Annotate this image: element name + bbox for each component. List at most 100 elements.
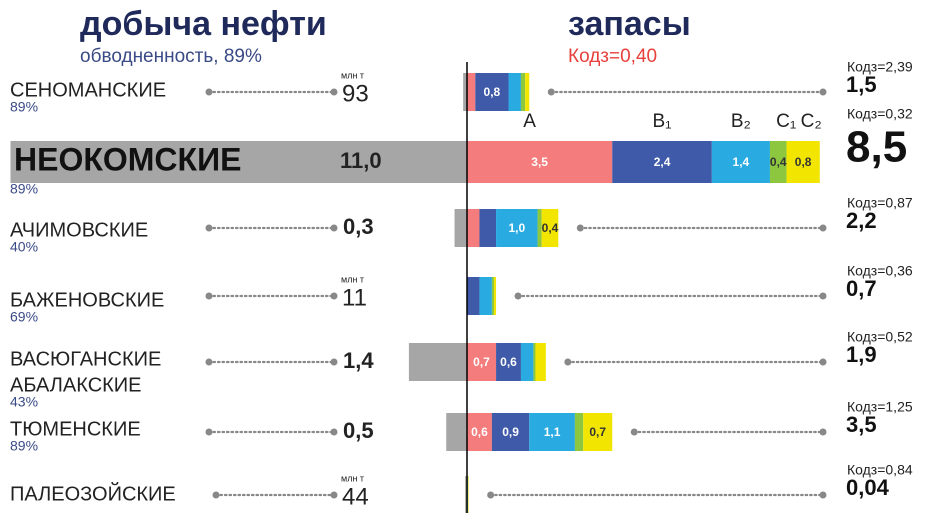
subtitle: обводненность, 89% <box>80 46 262 67</box>
reserve-segment <box>583 413 613 451</box>
leader-dot <box>630 428 638 436</box>
watercut: 89% <box>10 438 38 454</box>
reserve-segment <box>520 73 526 111</box>
unit: млн т <box>341 70 364 80</box>
segment-label: 0,9 <box>502 425 519 439</box>
leader-dot <box>205 358 213 366</box>
leader-dot <box>330 292 338 300</box>
production-bar <box>463 73 467 111</box>
leader-dot <box>212 491 220 499</box>
category-label: A <box>523 111 536 132</box>
reserve-segment <box>479 209 497 247</box>
production-bar <box>465 476 467 513</box>
reserve-segment <box>493 277 497 315</box>
leader-dot <box>330 491 338 499</box>
production-bar <box>408 343 467 381</box>
row-name: ВАСЮГАНСКИЕ <box>10 348 161 370</box>
reserve-segment <box>537 209 542 247</box>
leader-dot <box>205 88 213 96</box>
reserve-segment <box>769 141 787 183</box>
production-label: 0,3 <box>343 214 374 239</box>
leader-dot <box>819 491 827 499</box>
segment-label: 2,4 <box>654 155 671 169</box>
reserve-segment <box>520 343 534 381</box>
row-name: ТЮМЕНСКИЕ <box>10 418 141 440</box>
reserve-segment <box>574 413 584 451</box>
segment-label: 0,4 <box>542 221 559 235</box>
reserve-segment <box>541 209 559 247</box>
segment-label: 0,6 <box>500 355 517 369</box>
total: 3,5 <box>846 412 877 437</box>
reserve-segment <box>491 277 494 315</box>
production-label: 44 <box>342 483 369 510</box>
subtitle-right: Кодз=0,40 <box>568 46 657 67</box>
kodz: Кодз=2,39 <box>847 59 913 75</box>
unit: млн т <box>341 274 364 284</box>
category-label: B₁ <box>653 111 672 132</box>
reserve-segment <box>533 343 536 381</box>
production-label: 0,5 <box>343 418 374 443</box>
production-label: 1,4 <box>343 348 374 373</box>
production-bar <box>446 413 467 451</box>
segment-label: 0,7 <box>473 355 490 369</box>
reserve-segment <box>467 209 480 247</box>
title: добыча нефти <box>80 5 327 43</box>
leader-dot <box>819 88 827 96</box>
kodz: Кодз=0,36 <box>847 263 913 279</box>
reserve-segment <box>786 141 820 183</box>
row-name: АЧИМОВСКИЕ <box>10 219 148 241</box>
reserve-segment <box>496 343 521 381</box>
reserve-segment <box>467 277 480 315</box>
kodz: Кодз=0,84 <box>847 462 913 478</box>
leader-dot <box>819 292 827 300</box>
production-label: 11,0 <box>340 148 382 173</box>
reserve-segment <box>467 343 497 381</box>
reserve-segment <box>535 343 546 381</box>
total: 1,5 <box>846 72 877 97</box>
row-name: АБАЛАКСКИЕ <box>10 374 142 396</box>
segment-label: 0,4 <box>770 155 787 169</box>
production-bar <box>454 209 467 247</box>
reserve-segment <box>467 141 613 183</box>
kodz: Кодз=0,52 <box>847 329 913 345</box>
reserve-segment <box>711 141 770 183</box>
row-name: БАЖЕНОВСКИЕ <box>10 289 164 311</box>
reserve-segment <box>508 73 521 111</box>
segment-label: 0,8 <box>484 85 501 99</box>
reserve-segment <box>529 413 575 451</box>
row-name: ПАЛЕОЗОЙСКИЕ <box>10 481 176 505</box>
leader-dot <box>819 428 827 436</box>
total: 0,04 <box>846 475 890 500</box>
reserve-segment <box>479 277 492 315</box>
segment-label: 1,4 <box>733 155 750 169</box>
kodz: Кодз=0,87 <box>847 195 913 211</box>
reserve-segment <box>467 73 476 111</box>
segment-label: 1,0 <box>508 221 525 235</box>
segment-label: 3,5 <box>531 155 548 169</box>
category-label: B₂ <box>731 111 751 132</box>
kodz: Кодз=0,32 <box>847 106 913 122</box>
watercut: 40% <box>10 239 38 255</box>
kodz: Кодз=1,25 <box>847 399 913 415</box>
reserve-segment <box>612 141 712 183</box>
reserve-segment <box>475 73 509 111</box>
reserve-segment <box>467 413 492 451</box>
row-name: НЕОКОМСКИЕ <box>14 141 241 177</box>
production-bar <box>10 141 467 183</box>
leader-dot <box>330 428 338 436</box>
leader-dot <box>330 358 338 366</box>
leader-dot <box>205 224 213 232</box>
category-label: C₂ <box>801 111 822 132</box>
watercut: 69% <box>10 309 38 325</box>
leader-dot <box>564 358 572 366</box>
segment-label: 1,1 <box>544 425 561 439</box>
unit: млн т <box>341 473 364 483</box>
reserve-segment <box>496 209 538 247</box>
leader-dot <box>576 224 584 232</box>
row-name: СЕНОМАНСКИЕ <box>10 79 166 101</box>
leader-dot <box>819 358 827 366</box>
production-label: 11 <box>342 284 367 311</box>
watercut: 89% <box>10 99 38 115</box>
segment-label: 0,7 <box>589 425 606 439</box>
